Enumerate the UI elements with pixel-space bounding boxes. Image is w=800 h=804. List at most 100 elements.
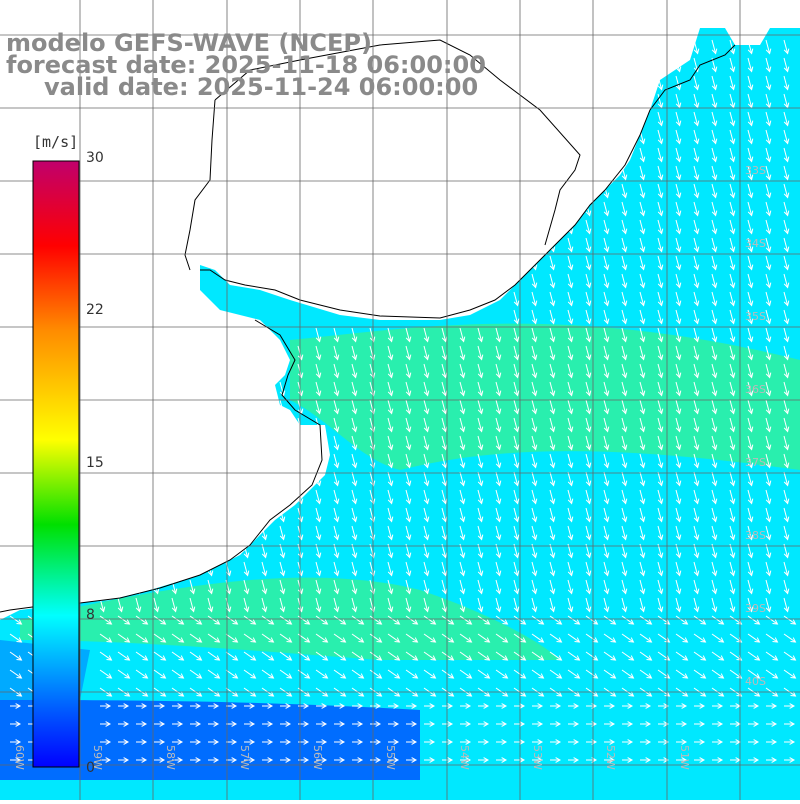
wind-arrow	[423, 381, 430, 397]
wind-arrow	[423, 561, 430, 577]
wind-arrow	[315, 363, 322, 379]
wind-arrow	[477, 435, 484, 451]
wind-arrow	[532, 757, 544, 763]
wind-arrow	[766, 739, 778, 745]
wind-arrow	[531, 399, 538, 415]
wind-arrow	[693, 75, 700, 91]
wind-arrow	[549, 669, 563, 679]
wind-arrow	[495, 489, 502, 505]
wind-arrow	[100, 757, 112, 763]
wind-arrow	[639, 93, 646, 109]
wind-arrow	[387, 489, 394, 505]
wind-arrow	[477, 399, 484, 415]
forecast-date: forecast date: 2025-11-18 06:00:00	[6, 51, 486, 79]
wind-arrow	[477, 381, 484, 397]
wind-arrow	[549, 273, 556, 289]
wind-arrow	[621, 363, 628, 379]
wind-arrow	[190, 757, 202, 763]
wind-arrow	[603, 615, 617, 625]
wind-arrow	[459, 489, 466, 505]
wind-arrow	[387, 399, 394, 415]
wind-arrow	[765, 201, 772, 217]
wind-arrow	[459, 669, 473, 679]
colorbar-tick: 22	[86, 302, 104, 318]
wind-arrow	[279, 399, 286, 415]
wind-arrow	[261, 615, 275, 625]
wind-arrow	[657, 129, 664, 145]
wind-arrow	[244, 739, 256, 745]
wind-arrow	[531, 417, 538, 433]
wind-arrow	[334, 757, 346, 763]
wind-arrow	[405, 435, 412, 451]
wind-arrow	[729, 561, 736, 577]
wind-arrow	[603, 327, 610, 343]
wind-arrow	[531, 381, 538, 397]
wind-arrow	[477, 669, 491, 679]
wind-arrow	[694, 721, 706, 727]
wind-arrow	[352, 757, 364, 763]
wind-arrow	[783, 327, 790, 343]
wind-arrow	[423, 651, 437, 661]
wind-arrow	[567, 633, 581, 643]
wind-arrow	[495, 651, 509, 661]
wind-arrow	[693, 147, 700, 163]
wind-arrow	[9, 651, 23, 661]
wind-arrow	[207, 489, 214, 505]
wind-arrow	[729, 471, 736, 487]
wind-arrow	[153, 633, 167, 643]
wind-arrow	[351, 615, 365, 625]
wind-arrow	[441, 633, 455, 643]
wind-arrow	[639, 75, 646, 91]
wind-arrow	[405, 633, 419, 643]
wind-arrow	[279, 435, 286, 451]
wind-arrow	[243, 561, 250, 577]
wind-arrow	[693, 363, 700, 379]
wind-arrow	[657, 219, 664, 235]
wind-arrow	[477, 597, 484, 613]
wind-arrow	[460, 721, 472, 727]
wind-arrow	[207, 525, 214, 541]
wind-arrow	[784, 757, 796, 763]
wind-arrow	[261, 525, 268, 541]
wind-arrow	[567, 489, 574, 505]
wind-arrow	[567, 435, 574, 451]
wind-arrow	[477, 363, 484, 379]
wind-arrow	[171, 309, 178, 325]
wind-arrow	[189, 309, 196, 325]
wind-arrow	[406, 703, 418, 709]
wind-arrow	[585, 417, 592, 433]
wind-arrow	[10, 721, 22, 727]
wind-arrow	[747, 489, 754, 505]
wind-arrow	[405, 615, 419, 625]
wind-arrow	[675, 435, 682, 451]
wind-arrow	[441, 669, 455, 679]
wind-arrow	[603, 381, 610, 397]
wind-arrow	[711, 381, 718, 397]
ocean-green-zone	[290, 323, 800, 470]
wind-arrow	[693, 399, 700, 415]
wind-arrow	[747, 417, 754, 433]
latitude-label: 40S	[745, 675, 766, 688]
wind-arrow	[261, 651, 275, 661]
wind-arrow	[261, 399, 268, 415]
wind-arrow	[405, 597, 412, 613]
wind-arrow	[603, 237, 610, 253]
wind-arrow	[747, 471, 754, 487]
latitude-label: 39S	[745, 602, 766, 615]
wind-arrow	[189, 489, 196, 505]
wind-arrow	[333, 327, 340, 343]
longitude-label: 57W	[238, 745, 251, 770]
wind-arrow	[747, 219, 754, 235]
wind-arrow	[675, 93, 682, 109]
wind-arrow	[226, 757, 238, 763]
wind-arrow	[747, 381, 754, 397]
wind-arrow	[477, 525, 484, 541]
wind-arrow	[351, 435, 358, 451]
wind-arrow	[747, 363, 754, 379]
wind-arrow	[711, 579, 718, 595]
wind-arrow	[585, 507, 592, 523]
wind-arrow	[352, 721, 364, 727]
wind-arrow	[675, 147, 682, 163]
wind-arrow	[424, 721, 436, 727]
wind-arrow	[207, 471, 214, 487]
